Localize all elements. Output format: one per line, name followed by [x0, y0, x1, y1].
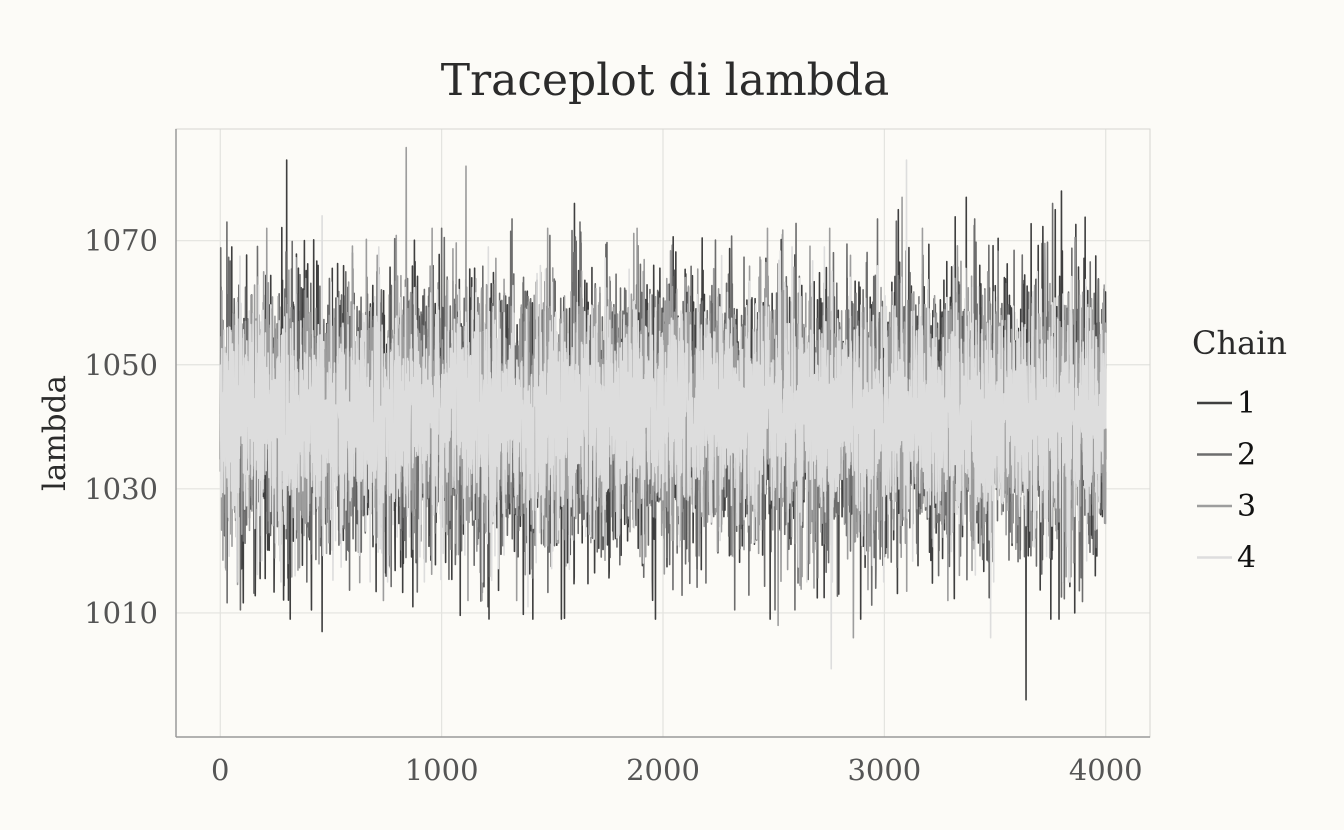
legend-label: 3 [1237, 489, 1256, 524]
x-tick-label: 3000 [847, 753, 921, 787]
y-tick-label: 1050 [84, 348, 158, 382]
x-axis-ticks: 0 1000 2000 3000 4000 [211, 753, 1143, 787]
y-axis-label: lambda [37, 375, 73, 491]
legend-item: 4 [1197, 541, 1256, 576]
y-tick-label: 1010 [84, 596, 158, 630]
legend-title: Chain [1192, 324, 1287, 362]
series-lines [219, 146, 1107, 701]
y-tick-label: 1070 [84, 224, 158, 258]
legend-item: 2 [1197, 438, 1256, 473]
legend-item: 3 [1197, 489, 1256, 524]
x-tick-label: 2000 [626, 753, 700, 787]
legend-label: 4 [1237, 541, 1256, 576]
x-tick-label: 0 [211, 753, 229, 787]
legend-label: 2 [1237, 438, 1256, 473]
x-tick-label: 1000 [405, 753, 479, 787]
x-tick-label: 4000 [1069, 753, 1143, 787]
y-tick-label: 1030 [84, 472, 158, 506]
legend: Chain 1 2 3 4 [1192, 324, 1287, 576]
legend-label: 1 [1237, 386, 1256, 421]
y-axis-ticks: 1010 1030 1050 1070 [84, 224, 158, 630]
legend-items: 1 2 3 4 [1197, 386, 1256, 576]
series-line-chain-4 [219, 159, 1107, 670]
chart-title: Traceplot di lambda [441, 55, 890, 106]
legend-item: 1 [1197, 386, 1256, 421]
